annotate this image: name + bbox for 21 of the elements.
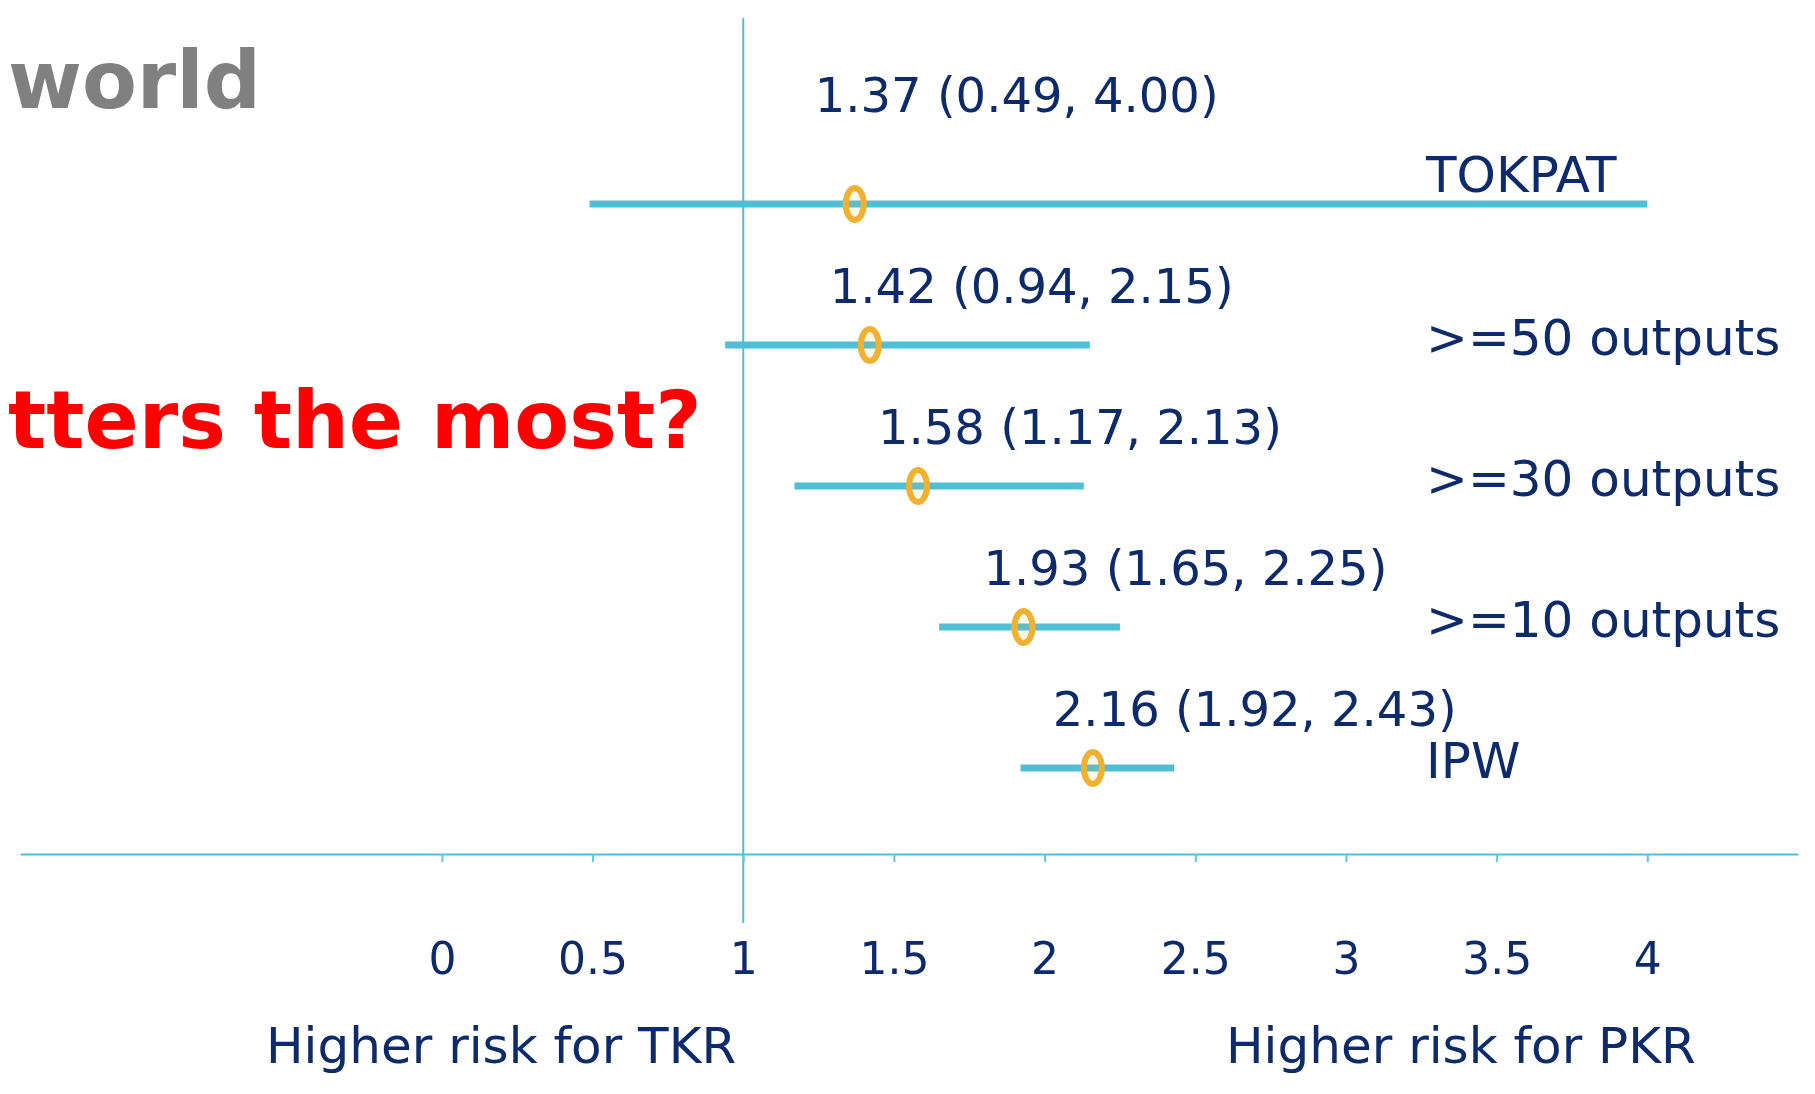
annotation: tters the most? <box>8 374 702 467</box>
y-tick-label: >=50 outputs <box>1426 309 1781 367</box>
x-tick-label: 2.5 <box>1160 933 1231 985</box>
text: Higher risk for PKR <box>1226 1017 1696 1075</box>
x-tick-label: 0 <box>428 933 457 985</box>
data-label: 1.93 (1.65, 2.25) <box>983 540 1388 596</box>
x-tick-label: 3 <box>1332 933 1361 985</box>
x-tick-label: 3.5 <box>1462 933 1533 985</box>
data-label: 1.37 (0.49, 4.00) <box>814 67 1219 123</box>
y-tick-label: TOKPAT <box>1425 146 1617 204</box>
data-label: 1.58 (1.17, 2.13) <box>878 399 1282 455</box>
text: Higher risk for TKR <box>266 1017 737 1075</box>
data-label: 1.42 (0.94, 2.15) <box>829 258 1234 314</box>
x-tick-label: 2 <box>1031 933 1060 985</box>
annotation: world <box>8 34 262 127</box>
x-tick-label: 1.5 <box>859 933 930 985</box>
x-tick-label: 0.5 <box>558 933 629 985</box>
x-tick-label: 4 <box>1633 933 1662 985</box>
y-tick-label: >=30 outputs <box>1426 450 1781 508</box>
y-tick-label: >=10 outputs <box>1426 591 1781 649</box>
x-tick-label: 1 <box>729 933 758 985</box>
